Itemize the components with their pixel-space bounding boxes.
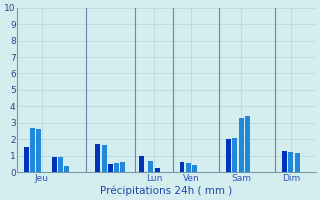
Bar bbox=[180, 162, 185, 172]
Bar bbox=[95, 144, 100, 172]
Bar bbox=[186, 163, 191, 172]
Bar bbox=[120, 162, 125, 172]
Bar bbox=[288, 152, 293, 172]
Bar bbox=[232, 138, 237, 172]
Bar bbox=[102, 145, 107, 172]
Bar bbox=[30, 128, 35, 172]
Bar bbox=[295, 153, 300, 172]
Bar bbox=[36, 129, 41, 172]
Bar bbox=[226, 139, 231, 172]
Bar bbox=[155, 168, 160, 172]
Bar bbox=[239, 118, 244, 172]
Bar bbox=[192, 165, 197, 172]
Bar bbox=[24, 147, 29, 172]
X-axis label: Précipitations 24h ( mm ): Précipitations 24h ( mm ) bbox=[100, 185, 233, 196]
Bar bbox=[58, 157, 63, 172]
Bar bbox=[64, 166, 69, 172]
Bar bbox=[108, 164, 113, 172]
Bar bbox=[245, 116, 250, 172]
Bar bbox=[114, 163, 119, 172]
Bar bbox=[148, 161, 153, 172]
Bar bbox=[139, 156, 144, 172]
Bar bbox=[52, 157, 57, 172]
Bar bbox=[282, 151, 287, 172]
